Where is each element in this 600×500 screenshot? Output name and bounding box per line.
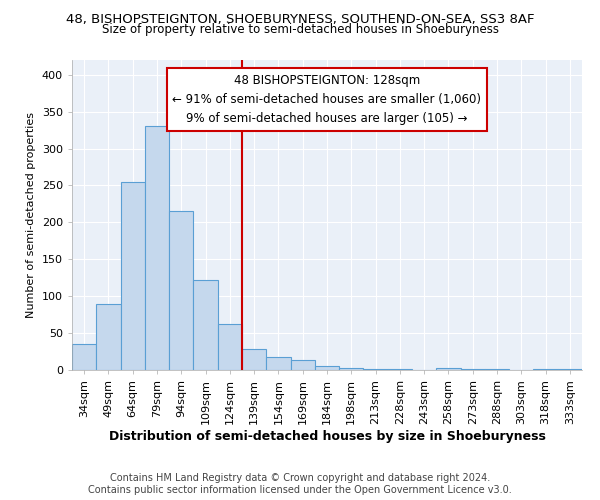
Bar bbox=[558, 368, 582, 370]
Bar bbox=[193, 280, 218, 370]
Bar bbox=[72, 344, 96, 370]
X-axis label: Distribution of semi-detached houses by size in Shoeburyness: Distribution of semi-detached houses by … bbox=[109, 430, 545, 442]
Text: 48, BISHOPSTEIGNTON, SHOEBURYNESS, SOUTHEND-ON-SEA, SS3 8AF: 48, BISHOPSTEIGNTON, SHOEBURYNESS, SOUTH… bbox=[66, 12, 534, 26]
Y-axis label: Number of semi-detached properties: Number of semi-detached properties bbox=[26, 112, 36, 318]
Bar bbox=[218, 324, 242, 370]
Bar bbox=[485, 368, 509, 370]
Bar bbox=[461, 368, 485, 370]
Bar bbox=[121, 182, 145, 370]
Bar bbox=[169, 212, 193, 370]
Text: Contains HM Land Registry data © Crown copyright and database right 2024.
Contai: Contains HM Land Registry data © Crown c… bbox=[88, 474, 512, 495]
Bar bbox=[339, 368, 364, 370]
Bar bbox=[290, 360, 315, 370]
Bar bbox=[242, 348, 266, 370]
Bar bbox=[145, 126, 169, 370]
Bar bbox=[315, 366, 339, 370]
Text: Size of property relative to semi-detached houses in Shoeburyness: Size of property relative to semi-detach… bbox=[101, 22, 499, 36]
Bar bbox=[96, 304, 121, 370]
Text: 48 BISHOPSTEIGNTON: 128sqm
← 91% of semi-detached houses are smaller (1,060)
9% : 48 BISHOPSTEIGNTON: 128sqm ← 91% of semi… bbox=[173, 74, 482, 125]
Bar bbox=[533, 368, 558, 370]
Bar bbox=[266, 356, 290, 370]
Bar bbox=[364, 368, 388, 370]
Bar bbox=[436, 368, 461, 370]
